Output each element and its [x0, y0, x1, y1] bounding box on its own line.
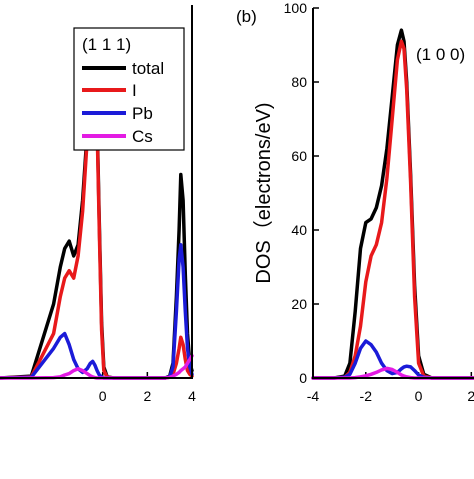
panel-111-series-i — [0, 50, 194, 380]
panel-111-legend: (1 1 1) total I Pb Cs — [73, 27, 185, 151]
legend-label-i: I — [132, 81, 137, 100]
panel-100-series-pb — [311, 339, 474, 380]
panel-100-y-axis-label: DOS（electrons/eV) — [252, 102, 275, 283]
panel-100-y-tick-label: 60 — [291, 148, 307, 164]
panel-100-y-tick-label: 20 — [291, 296, 307, 312]
legend-label-cs: Cs — [132, 127, 153, 146]
panel-100-series-total — [311, 28, 474, 380]
panel-b-label: (b) — [236, 7, 257, 26]
panel-100-series-cs — [311, 366, 474, 380]
panel-100-x-tick-label: -4 — [307, 388, 320, 404]
panel-100-y-tick-labels: 0 20 40 60 80 100 — [284, 0, 308, 386]
panel-111-x-tick-label: 0 — [99, 388, 107, 404]
panel-100-series — [311, 28, 474, 380]
panel-100-y-tick-label: 0 — [299, 370, 307, 386]
panel-100-x-tick-label: 0 — [415, 388, 423, 404]
panel-111-x-tick-label: 4 — [188, 388, 196, 404]
panel-111-series-pb — [0, 243, 194, 380]
panel-111-x-tick-labels: 0 2 4 — [99, 388, 196, 404]
panel-100-x-tick-label: -2 — [360, 388, 373, 404]
legend-label-total: total — [132, 59, 164, 78]
panel-100-series-i — [311, 39, 474, 380]
panel-100-x-tick-label: 2 — [467, 388, 474, 404]
panel-111-annotation: (1 1 1) — [82, 35, 131, 54]
panel-100-x-tick-labels: -4 -2 0 2 — [307, 388, 474, 404]
legend-label-pb: Pb — [132, 104, 153, 123]
panel-100-annotation: (1 0 0) — [416, 45, 465, 64]
panel-111-x-tick-label: 2 — [143, 388, 151, 404]
panel-100-y-tick-label: 100 — [284, 0, 308, 16]
panel-111: 0 2 4 (1 1 1) total I Pb Cs — [0, 5, 196, 404]
panel-100-y-tick-label: 80 — [291, 74, 307, 90]
panel-100-y-tick-label: 40 — [291, 222, 307, 238]
